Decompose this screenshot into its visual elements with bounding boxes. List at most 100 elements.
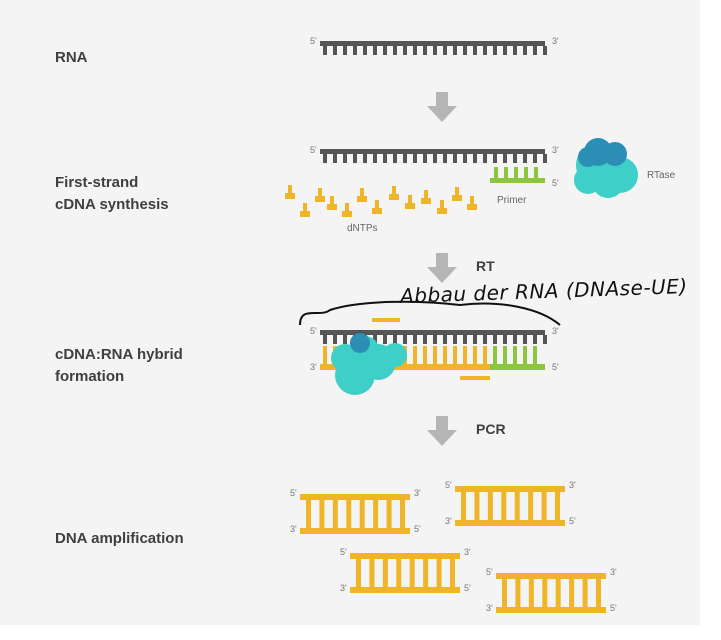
step-label-first-strand: First-strand cDNA synthesis [55, 174, 169, 213]
cdna-base [453, 346, 457, 364]
dsdna-rung [346, 500, 352, 528]
hybrid-rna-base [323, 335, 327, 344]
template-3-end: 3' [552, 145, 559, 155]
rna-template-base [403, 154, 407, 163]
synthesis-arrow-2 [460, 376, 490, 380]
rtase-bound-cap [350, 333, 370, 353]
cdna-base [493, 346, 497, 364]
hybrid-rna-base [513, 335, 517, 344]
rna-template-base [413, 154, 417, 163]
dntps-tag: dNTPs [347, 223, 378, 234]
synthesis-arrow [372, 318, 400, 322]
dsdna-3-end: 3' [340, 583, 347, 593]
hybrid-rna-base [503, 335, 507, 344]
dntp-stem [455, 187, 459, 197]
cdna-3-end: 3' [310, 362, 317, 372]
rna-strand-base [333, 46, 337, 55]
rtase-tag: RTase [647, 170, 676, 181]
dntp-stem [470, 196, 474, 206]
hybrid-rna-base [383, 335, 387, 344]
rna-template-base [503, 154, 507, 163]
rna-strand-base [543, 46, 547, 55]
dsdna-bottom [496, 607, 606, 613]
dntp-base [327, 204, 337, 210]
rna-strand-base [363, 46, 367, 55]
dsdna-rung [359, 500, 365, 528]
dsdna-rung [474, 492, 480, 520]
dsdna-3-end: 3' [414, 488, 421, 498]
rna-template-base [353, 154, 357, 163]
arrow-rt-head [427, 267, 457, 283]
hybrid-primer [490, 364, 545, 370]
dsdna-5-end: 5' [486, 567, 493, 577]
hybrid-rna-base [333, 335, 337, 344]
dsdna-rung [450, 559, 455, 587]
hybrid-rna-base [393, 335, 397, 344]
dntp-stem [345, 203, 349, 213]
cdna-base [323, 346, 327, 364]
cdna-base [463, 346, 467, 364]
step-label-amplification: DNA amplification [55, 530, 184, 547]
rna-template-base [443, 154, 447, 163]
primer-base [514, 167, 518, 178]
dsdna-rung [306, 500, 311, 528]
rna-3-end: 3' [552, 36, 559, 46]
rna-strand-base [413, 46, 417, 55]
rna-5-end: 5' [310, 36, 317, 46]
dsdna-rung [400, 500, 405, 528]
dsdna-rung [487, 492, 493, 520]
dsdna-5-end: 5' [464, 583, 471, 593]
dsdna-3-end: 3' [569, 480, 576, 490]
rna-template-base [423, 154, 427, 163]
dntp-base [315, 196, 325, 202]
dsdna-3-end: 3' [486, 603, 493, 613]
primer-5-end: 5' [552, 178, 559, 188]
template-5-end: 5' [310, 145, 317, 155]
rna-strand-base [503, 46, 507, 55]
primer-base [534, 167, 538, 178]
hybrid-rna-base [433, 335, 437, 344]
hybrid-rna-base [443, 335, 447, 344]
hybrid-rna-base [483, 335, 487, 344]
rna-strand-base [473, 46, 477, 55]
rna-strand-base [403, 46, 407, 55]
rna-template-base [373, 154, 377, 163]
dsdna-rung [569, 579, 575, 607]
dntp-stem [375, 200, 379, 210]
hybrid-rna-base [343, 335, 347, 344]
rna-strand-base [493, 46, 497, 55]
dsdna-3-end: 3' [464, 547, 471, 557]
rna-template-base [463, 154, 467, 163]
dsdna-rung [436, 559, 442, 587]
rna-strand-base [393, 46, 397, 55]
cdna-base [423, 346, 427, 364]
rna-template-base [333, 154, 337, 163]
arrow-label-rt: RT [476, 258, 495, 274]
hybrid-rna-backbone [320, 330, 545, 335]
dsdna-5-end: 5' [610, 603, 617, 613]
hybrid-rna-base [473, 335, 477, 344]
cdna-base [503, 346, 507, 364]
rna-template-backbone [320, 149, 545, 154]
rna-strand-base [373, 46, 377, 55]
dsdna-rung [423, 559, 429, 587]
dsdna-rung [396, 559, 402, 587]
dsdna-rung [332, 500, 338, 528]
dsdna-bottom [455, 520, 565, 526]
rtase-bound [383, 343, 407, 367]
rna-strand-base [343, 46, 347, 55]
rna-template-base [483, 154, 487, 163]
dntp-base [452, 195, 462, 201]
dntp-base [389, 194, 399, 200]
dsdna-top [350, 553, 460, 559]
rtase-cap [578, 147, 598, 167]
hybrid-3-end: 3' [552, 326, 559, 336]
arrow-pcr-head [427, 430, 457, 446]
dsdna-rung [528, 579, 534, 607]
cdna-base [413, 346, 417, 364]
hybrid-rna-base [493, 335, 497, 344]
dsdna-rung [382, 559, 388, 587]
dsdna-5-end: 5' [340, 547, 347, 557]
dsdna-rung [514, 492, 520, 520]
